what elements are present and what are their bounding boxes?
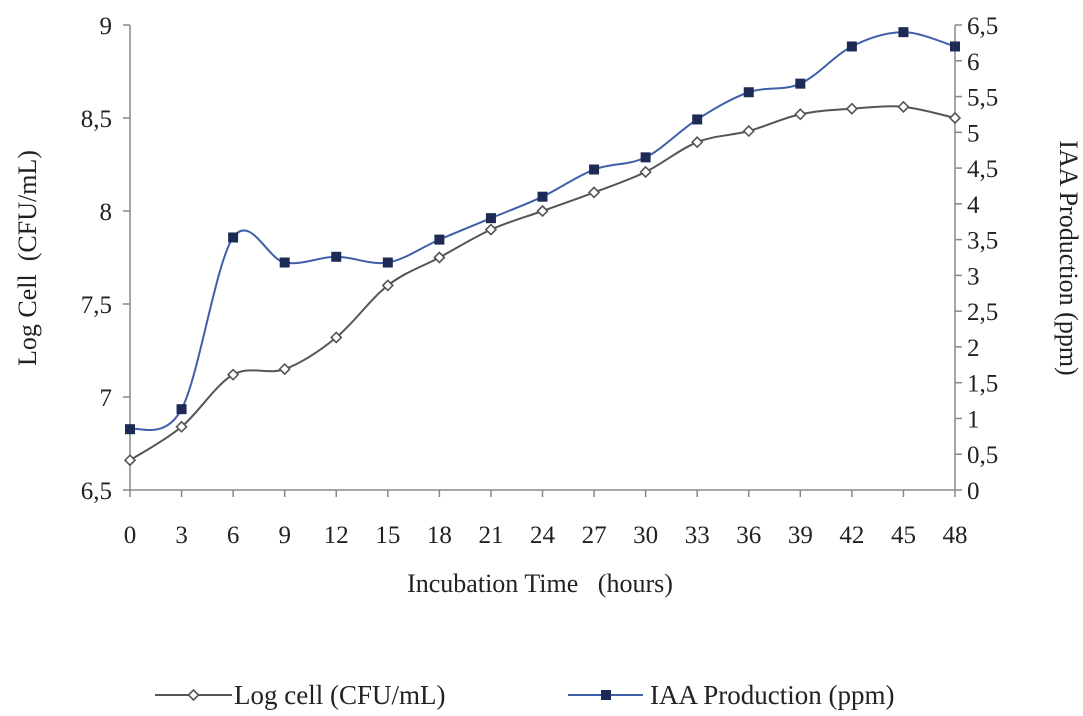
- x-tick-label: 15: [375, 522, 400, 549]
- x-tick-label: 42: [839, 522, 864, 549]
- x-tick-label: 45: [891, 522, 916, 549]
- legend-marker-iaa: [601, 690, 611, 700]
- data-point-log-cell-cfu-ml: [123, 454, 137, 467]
- right-y-tick-label: 4: [967, 192, 980, 219]
- right-y-tick-label: 2: [967, 335, 980, 362]
- right-y-tick-label: 1: [967, 406, 980, 433]
- data-point-iaa-production-ppm: [950, 41, 960, 52]
- series-line-log-cell-cfu-ml: [129, 105, 956, 462]
- right-y-tick-label: 5: [967, 120, 980, 147]
- data-point-iaa-production-ppm: [382, 257, 393, 268]
- legend-item-iaa: IAA Production (ppm): [568, 680, 894, 710]
- data-point-log-cell-cfu-ml: [226, 368, 240, 381]
- x-tick-label: 33: [685, 522, 710, 549]
- x-ticks: 0 3 6 9 12 15 18 21 24 27 30 33 36 39 42 45 48: [124, 490, 968, 549]
- left-y-tick-label: 8,5: [81, 106, 112, 133]
- x-tick-label: 18: [427, 522, 452, 549]
- right-y-tick-label: 5,5: [967, 85, 998, 112]
- data-point-log-cell-cfu-ml: [278, 362, 291, 376]
- series-log-cell-cfu-ml: [123, 100, 962, 467]
- data-point-iaa-production-ppm: [846, 41, 857, 52]
- series-layer: [123, 27, 962, 467]
- series-iaa-production-ppm: [125, 27, 960, 435]
- legend-item-log-cell: Log cell (CFU/mL): [155, 680, 445, 710]
- right-y-tick-label: 3,5: [967, 228, 998, 255]
- data-point-iaa-production-ppm: [898, 27, 909, 38]
- data-point-iaa-production-ppm: [537, 191, 548, 202]
- left-y-tick-label: 7: [100, 385, 113, 412]
- right-y-axis-title: IAA Production (ppm): [1054, 140, 1083, 375]
- data-point-log-cell-cfu-ml: [845, 102, 859, 115]
- data-point-log-cell-cfu-ml: [433, 251, 446, 264]
- x-tick-label: 24: [530, 522, 556, 549]
- data-point-iaa-production-ppm: [331, 251, 342, 262]
- right-y-tick-label: 6: [967, 49, 980, 76]
- left-y-tick-label: 7,5: [81, 292, 112, 319]
- right-y-tick-label: 0: [967, 478, 980, 505]
- data-point-log-cell-cfu-ml: [175, 420, 188, 433]
- data-point-iaa-production-ppm: [795, 78, 806, 89]
- data-point-log-cell-cfu-ml: [536, 204, 549, 218]
- data-point-log-cell-cfu-ml: [484, 223, 498, 236]
- x-tick-label: 0: [124, 522, 137, 549]
- x-tick-label: 27: [582, 522, 607, 549]
- x-tick-label: 21: [478, 522, 503, 549]
- data-point-log-cell-cfu-ml: [948, 111, 962, 125]
- x-tick-label: 9: [278, 522, 291, 549]
- x-axis-title: Incubation Time (hours): [407, 569, 673, 598]
- plot-area: 6,5 7 7,5 8 8,5 9 0 0,5 1 1,5 2 2,5 3 3,5 4 4,5 5 5,5 6 6,…: [81, 13, 999, 549]
- data-point-iaa-production-ppm: [485, 213, 496, 224]
- legend-label-log-cell: Log cell (CFU/mL): [234, 680, 445, 710]
- right-y-tick-label: 2,5: [967, 299, 998, 326]
- data-point-iaa-production-ppm: [640, 152, 651, 163]
- data-point-log-cell-cfu-ml: [742, 124, 755, 138]
- legend-marker-log-cell: [187, 688, 200, 702]
- data-point-iaa-production-ppm: [692, 114, 703, 125]
- left-y-axis-title: Log Cell (CFU/mL): [13, 150, 42, 366]
- legend: Log cell (CFU/mL) IAA Production (ppm): [155, 680, 894, 710]
- data-point-iaa-production-ppm: [743, 87, 754, 98]
- data-point-iaa-production-ppm: [176, 404, 187, 415]
- data-point-log-cell-cfu-ml: [381, 279, 394, 292]
- left-y-ticks: 6,5 7 7,5 8 8,5 9: [81, 13, 130, 505]
- right-y-tick-label: 1,5: [967, 371, 998, 398]
- x-tick-label: 39: [788, 522, 813, 549]
- data-point-log-cell-cfu-ml: [587, 186, 601, 199]
- data-point-iaa-production-ppm: [279, 257, 290, 268]
- x-tick-label: 36: [736, 522, 761, 549]
- data-point-iaa-production-ppm: [589, 164, 600, 175]
- legend-label-iaa: IAA Production (ppm): [650, 680, 894, 710]
- right-y-tick-label: 0,5: [967, 442, 998, 469]
- data-point-iaa-production-ppm: [434, 234, 445, 245]
- left-y-tick-label: 6,5: [81, 478, 112, 505]
- data-point-iaa-production-ppm: [228, 232, 239, 243]
- x-tick-label: 30: [633, 522, 658, 549]
- x-tick-label: 6: [227, 522, 240, 549]
- x-tick-label: 3: [175, 522, 188, 549]
- data-point-log-cell-cfu-ml: [639, 165, 652, 179]
- right-y-tick-label: 6,5: [967, 13, 998, 40]
- data-point-log-cell-cfu-ml: [330, 331, 343, 344]
- left-y-tick-label: 8: [100, 199, 113, 226]
- data-point-log-cell-cfu-ml: [897, 100, 910, 113]
- right-y-ticks: 0 0,5 1 1,5 2 2,5 3 3,5 4 4,5 5 5,5 6 6,5: [955, 13, 998, 505]
- data-point-iaa-production-ppm: [125, 424, 135, 435]
- right-y-tick-label: 4,5: [967, 156, 998, 183]
- right-y-tick-label: 3: [967, 263, 980, 290]
- data-point-log-cell-cfu-ml: [794, 108, 807, 121]
- left-y-tick-label: 9: [100, 13, 113, 40]
- x-tick-label: 12: [324, 522, 349, 549]
- x-tick-label: 48: [943, 522, 968, 549]
- data-point-log-cell-cfu-ml: [691, 136, 704, 149]
